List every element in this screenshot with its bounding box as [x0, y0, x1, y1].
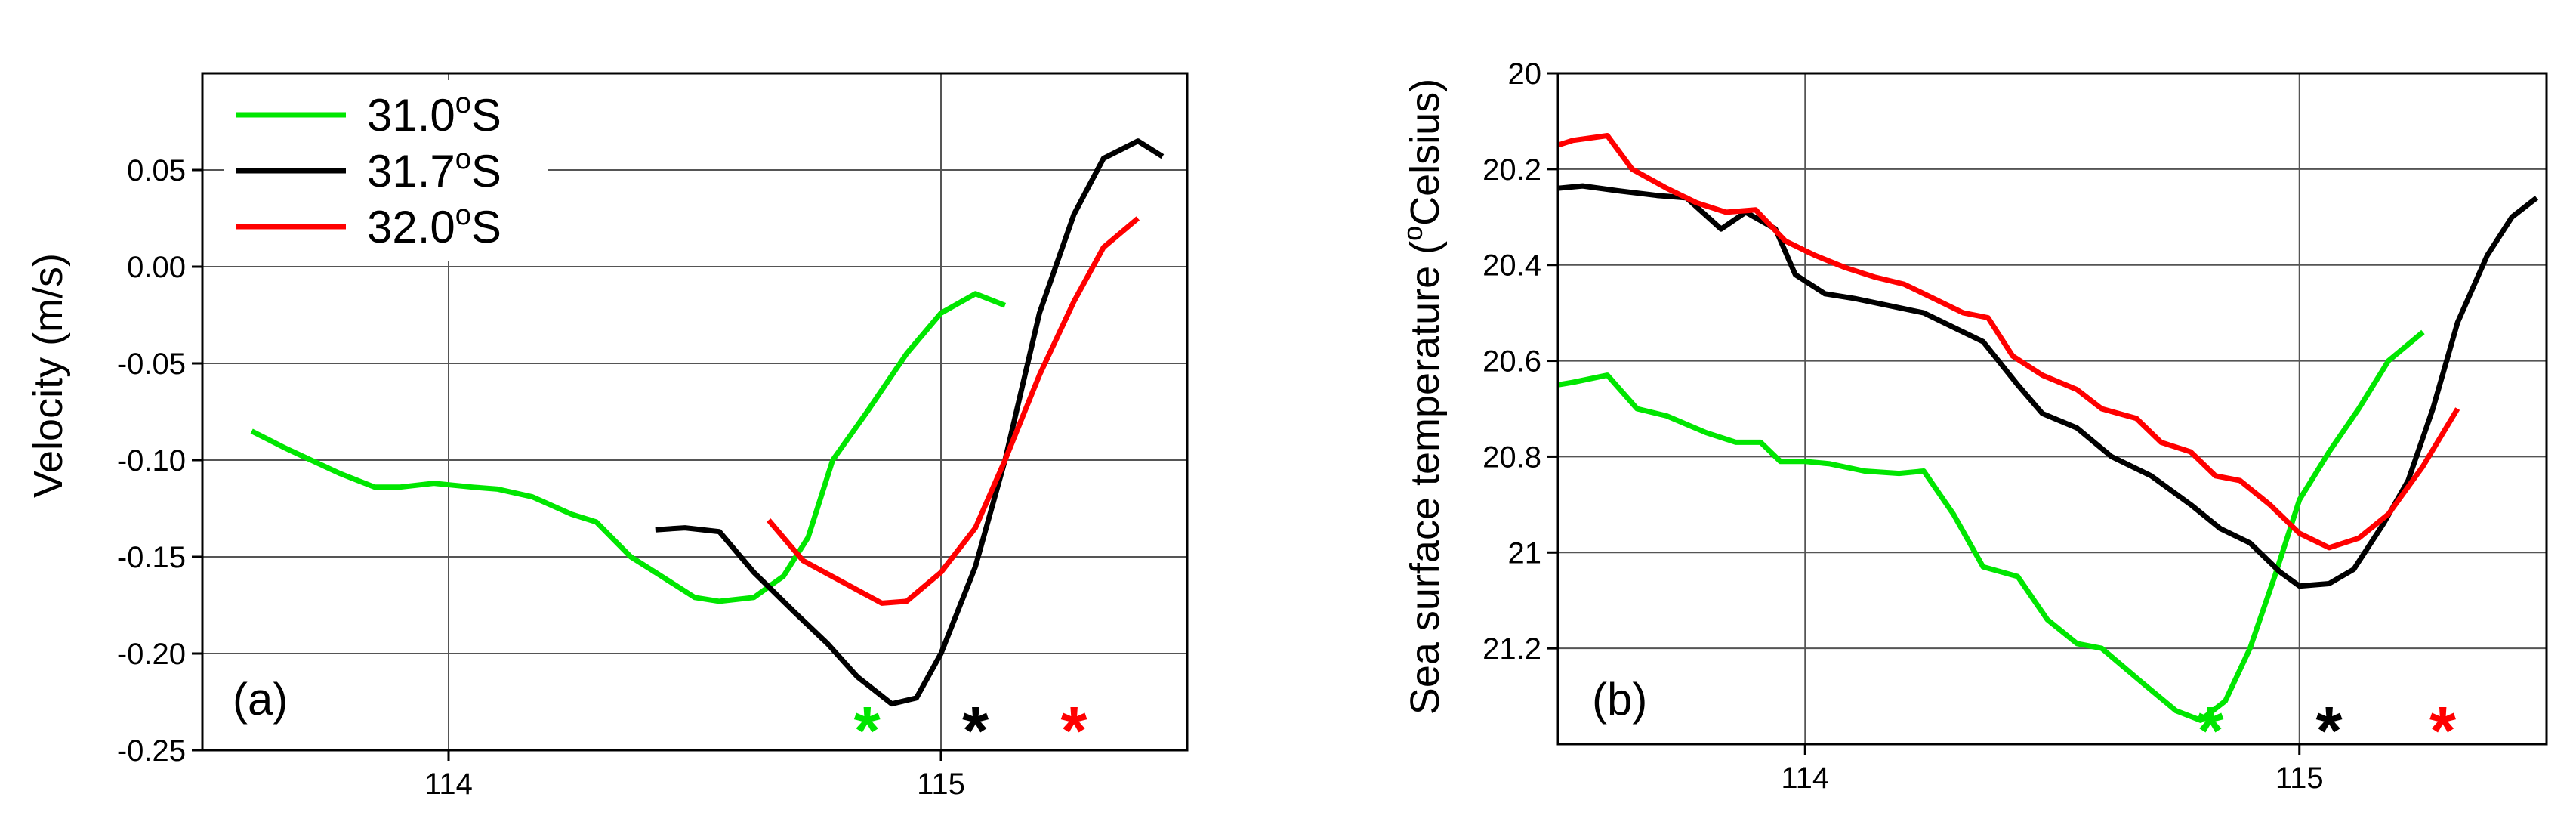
- legend-label-1: 31.7oS: [367, 144, 501, 196]
- panel-b-series-line-2: [1556, 133, 2460, 551]
- panel-b-xtick-label-1: 115: [2275, 762, 2324, 795]
- panel-a-ticks: 114 115 0.05 0.00 -0.05 -0.10 -0.15 -0.20 -0.25: [117, 154, 965, 801]
- panel-b-ylabel-sup: o: [1397, 226, 1428, 241]
- panel-b-ytick-label-6: 21.2: [1482, 632, 1541, 666]
- panel-a-marker-star-0: *: [854, 694, 881, 769]
- panel-b-series-line-0: [1557, 329, 2425, 723]
- panel-a-ytick-label-5: -0.20: [117, 638, 186, 671]
- panel-b-ytick-label-4: 20.8: [1482, 440, 1541, 474]
- panel-a-marker-star-1: *: [962, 694, 989, 769]
- panel-a: 114 1150.050.00-0.05-0.10-0.15-0.20-0.25 …: [26, 72, 1189, 801]
- panel-a-series-line-2: [767, 216, 1140, 606]
- legend-label-2: 32.0oS: [367, 199, 501, 252]
- panel-a-ylabel: Velocity (m/s): [26, 253, 71, 498]
- panel-b-label: (b): [1592, 674, 1647, 725]
- panel-b-series: [1556, 133, 2539, 723]
- panel-a-series: [250, 138, 1165, 707]
- panel-a-ytick-label-6: -0.25: [117, 734, 186, 768]
- panel-b-ylabel-before: Sea surface temperature (: [1402, 241, 1448, 715]
- panel-b: 114 115 20 20.2 20.4 20.6 20.8 21 21.2 * * * Sea s…: [1397, 57, 2548, 795]
- panel-a-xtick-label-0: 114: [424, 768, 473, 801]
- panel-b-marker-star-1: *: [2316, 694, 2343, 769]
- panel-a-frame: [201, 72, 1189, 752]
- panel-b-ytick-label-3: 20.6: [1482, 345, 1541, 379]
- panel-a-markers: * * *: [854, 694, 1087, 769]
- panel-a-plot-frame: [201, 72, 1189, 752]
- panel-b-ylabel: Sea surface temperature (oCelsius): [1397, 79, 1448, 715]
- panel-a-ytick-label-4: -0.15: [117, 541, 186, 574]
- panel-a-label: (a): [233, 674, 288, 725]
- panel-a-xtick-label-1: 115: [917, 768, 965, 801]
- legend-label-0: 31.0oS: [367, 88, 501, 141]
- panel-a-ytick-label-2: -0.05: [117, 348, 186, 381]
- panel-a-ytick-label-1: 0.00: [127, 251, 186, 284]
- panel-b-ytick-label-5: 21: [1508, 536, 1542, 570]
- panel-b-ticks: 114 115 20 20.2 20.4 20.6 20.8 21 21.2: [1482, 57, 2324, 795]
- panel-b-frame: [1556, 72, 2548, 746]
- panel-b-plot-frame: [1556, 72, 2548, 746]
- panel-b-markers: * * *: [2197, 694, 2456, 769]
- panel-b-ytick-label-1: 20.2: [1482, 153, 1541, 187]
- panel-b-marker-star-0: *: [2197, 694, 2223, 769]
- panel-a-marker-star-2: *: [1061, 694, 1087, 769]
- panel-b-ytick-label-2: 20.4: [1482, 249, 1541, 283]
- panel-a-ytick-label-3: -0.10: [117, 444, 186, 477]
- panel-a-series-line-1: [655, 138, 1165, 707]
- panel-a-ytick-label-0: 0.05: [127, 154, 186, 187]
- panel-b-marker-star-2: *: [2429, 694, 2456, 769]
- panel-b-ylabel-after: Celsius): [1402, 79, 1448, 226]
- panel-b-ytick-label-0: 20: [1508, 57, 1542, 91]
- panel-a-series-line-0: [250, 291, 1007, 604]
- panel-b-xtick-label-0: 114: [1781, 762, 1829, 795]
